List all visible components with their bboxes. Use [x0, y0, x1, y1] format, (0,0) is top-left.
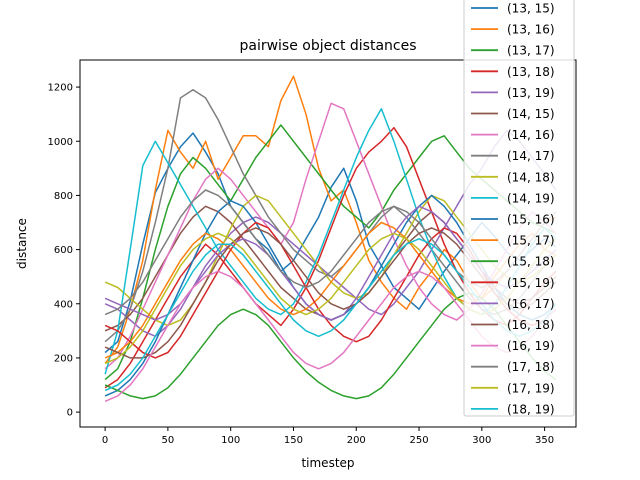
- x-tick-label: 150: [284, 435, 303, 446]
- y-tick-label: 0: [67, 408, 73, 419]
- x-tick-label: 50: [162, 435, 175, 446]
- legend-label: (15, 16): [507, 213, 555, 227]
- legend-label: (13, 16): [507, 23, 555, 37]
- legend-label: (15, 17): [507, 234, 555, 248]
- legend-box: [463, 0, 575, 417]
- legend-label: (17, 19): [507, 381, 555, 395]
- axes-frame: [79, 59, 577, 428]
- x-tick-label: 250: [409, 435, 428, 446]
- legend-label: (15, 18): [507, 255, 555, 269]
- x-tick-label: 200: [347, 435, 366, 446]
- y-tick-label: 200: [54, 353, 73, 364]
- legend-label: (15, 19): [507, 276, 555, 290]
- legend-label: (16, 17): [507, 297, 555, 311]
- legend-label: (13, 17): [507, 44, 555, 58]
- legend-label: (13, 15): [507, 2, 555, 16]
- legend-label: (16, 18): [507, 318, 555, 332]
- legend-label: (18, 19): [507, 402, 555, 416]
- legend-label: (17, 18): [507, 360, 555, 374]
- y-axis: 0 200 400 600 800 1000 1200: [48, 83, 80, 419]
- x-tick-label: 300: [472, 435, 491, 446]
- legend-label: (14, 18): [507, 170, 555, 184]
- y-tick-label: 1200: [48, 83, 73, 94]
- chart-title: pairwise object distances: [239, 38, 416, 54]
- legend-label: (14, 15): [507, 107, 555, 121]
- legend-label: (14, 16): [507, 128, 555, 142]
- legend-label: (16, 19): [507, 339, 555, 353]
- y-tick-label: 1000: [48, 137, 73, 148]
- y-tick-label: 800: [54, 191, 73, 202]
- x-tick-label: 0: [102, 435, 108, 446]
- legend: (13, 15) (13, 16) (13, 17) (13, 18) (13, 19)…: [463, 0, 575, 417]
- y-axis-label: distance: [15, 218, 29, 269]
- x-axis-label: timestep: [301, 456, 354, 470]
- legend-label: (13, 18): [507, 65, 555, 79]
- x-axis: 0 50 100 150 200 250 300 350: [102, 427, 554, 446]
- legend-label: (14, 17): [507, 149, 555, 163]
- legend-label: (13, 19): [507, 86, 555, 100]
- x-tick-label: 100: [221, 435, 240, 446]
- y-tick-label: 600: [54, 245, 73, 256]
- y-tick-label: 400: [54, 299, 73, 310]
- x-tick-label: 350: [535, 435, 554, 446]
- legend-label: (14, 19): [507, 191, 555, 205]
